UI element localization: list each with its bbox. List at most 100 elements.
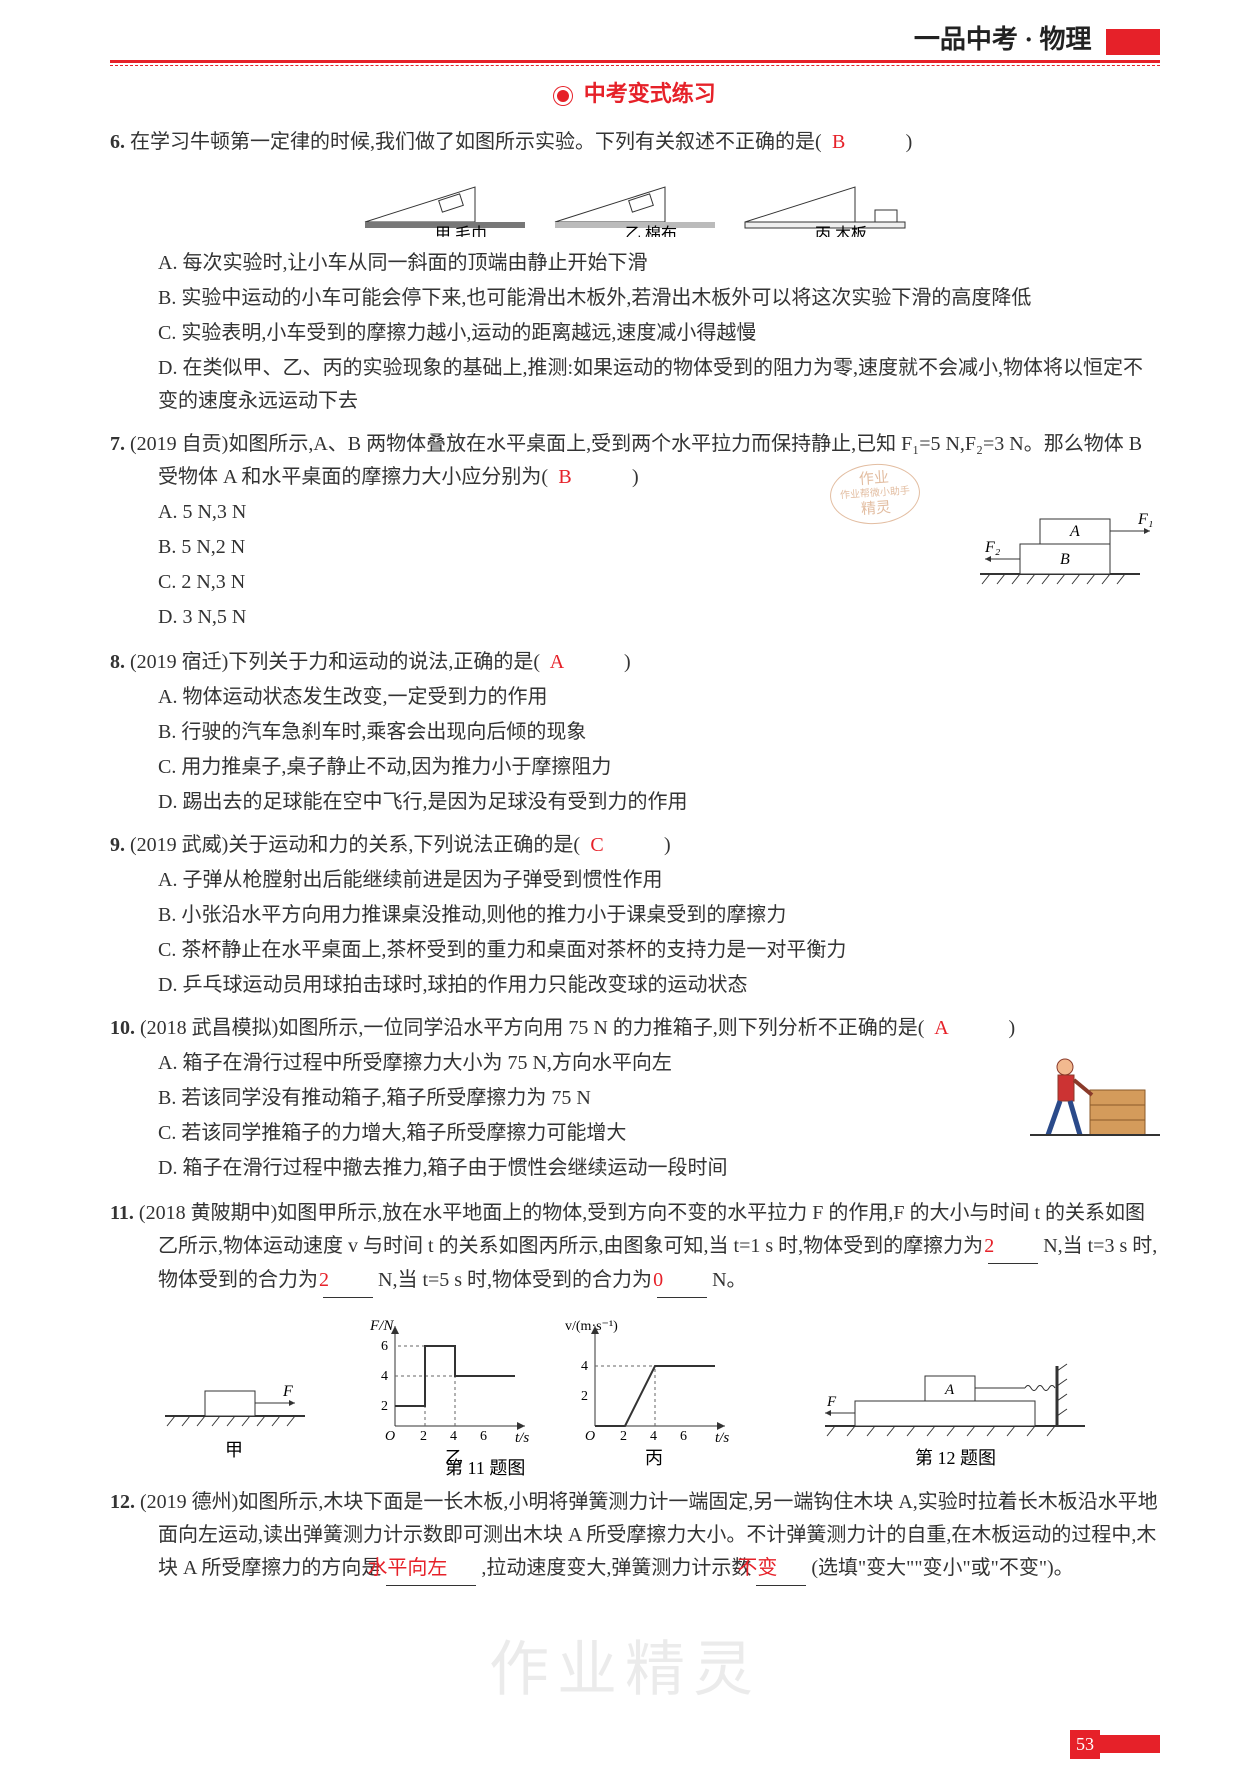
title-red-block: [1106, 29, 1160, 55]
q8-text: (2019 宿迁)下列关于力和运动的说法,正确的是(: [130, 651, 540, 673]
q6-tail: ): [906, 131, 913, 153]
svg-text:6: 6: [480, 1429, 487, 1444]
q10-answer: A: [951, 1012, 981, 1045]
svg-text:O: O: [385, 1429, 395, 1444]
q7-a-label: A: [1069, 523, 1080, 540]
q6-label-yi: 乙 棉布: [625, 225, 677, 237]
q6-ramp-svg: 甲 毛巾 乙 棉布 丙 木板: [355, 167, 915, 237]
q9-text: (2019 武威)关于运动和力的关系,下列说法正确的是(: [130, 834, 580, 856]
q7-f2: F₂: [984, 539, 1001, 556]
q12-figure: A F 第 12 题图: [825, 1364, 1085, 1468]
question-9: 9. (2019 武威)关于运动和力的关系,下列说法正确的是( C ) A. 子…: [110, 829, 1160, 1002]
svg-text:4: 4: [450, 1429, 457, 1444]
q7-num: 7.: [110, 433, 125, 455]
q12-f: F: [826, 1394, 837, 1410]
q9-opt-d: D. 乒乓球运动员用球拍击球时,球拍的作用力只能改变球的运动状态: [158, 969, 1160, 1002]
section-dot-icon: [554, 87, 572, 105]
q6-opt-b: B. 实验中运动的小车可能会停下来,也可能滑出木板外,若滑出木板外可以将这次实验…: [158, 282, 1160, 315]
q8-opt-c: C. 用力推桌子,桌子静止不动,因为推力小于摩擦阻力: [158, 751, 1160, 784]
q11-chart-yi: F/N t/s 246 246 O 乙: [369, 1318, 529, 1468]
q10-opt-b: B. 若该同学没有推动箱子,箱子所受摩擦力为 75 N: [158, 1082, 1160, 1115]
svg-text:6: 6: [680, 1429, 687, 1444]
q10-text: (2018 武昌模拟)如图所示,一位同学沿水平方向用 75 N 的力推箱子,则下…: [140, 1017, 924, 1039]
question-8: 8. (2019 宿迁)下列关于力和运动的说法,正确的是( A ) A. 物体运…: [110, 646, 1160, 819]
svg-text:4: 4: [650, 1429, 657, 1444]
section-title-text: 中考变式练习: [584, 81, 716, 106]
q7-figure: 作业 作业帮微小助手 精灵 A B F₁ F₂: [960, 494, 1160, 605]
yi-ylabel: F/N: [369, 1318, 394, 1334]
q11-blank3: 0: [657, 1264, 707, 1298]
q12-blank2: 不变: [756, 1552, 806, 1586]
q11-group-caption: 第 11 题图: [445, 1458, 525, 1476]
q11-c: N,当 t=5 s 时,物体受到的合力为: [378, 1269, 652, 1291]
q6-answer: B: [849, 126, 879, 159]
q11-cap-jia: 甲: [225, 1440, 243, 1460]
q6-label-jiamao: 甲 毛巾: [435, 225, 487, 237]
q6-opt-c: C. 实验表明,小车受到的摩擦力越小,运动的距离越远,速度减小得越慢: [158, 317, 1160, 350]
q9-opt-b: B. 小张沿水平方向用力推课桌没推动,则他的推力小于课桌受到的摩擦力: [158, 899, 1160, 932]
bing-xlabel: t/s: [715, 1430, 729, 1446]
q9-options: A. 子弹从枪膛射出后能继续前进是因为子弹受到惯性作用 B. 小张沿水平方向用力…: [110, 864, 1160, 1002]
watermark: 作业精灵: [489, 1621, 761, 1720]
q12-blank1: 水平向左: [386, 1552, 476, 1586]
q8-num: 8.: [110, 651, 125, 673]
q10-opt-d: D. 箱子在滑行过程中撤去推力,箱子由于惯性会继续运动一段时间: [158, 1152, 1160, 1185]
page-number-text: 53: [1070, 1730, 1100, 1760]
svg-text:2: 2: [620, 1429, 627, 1444]
q12-a: A: [944, 1382, 955, 1398]
q7-tail: ): [632, 466, 639, 488]
q11-stem: 11. (2018 黄陂期中)如图甲所示,放在水平地面上的物体,受到方向不变的水…: [110, 1197, 1160, 1298]
svg-text:2: 2: [381, 1399, 388, 1414]
q8-answer: A: [567, 646, 597, 679]
q11-blank2: 2: [323, 1264, 373, 1298]
q12-b: ,拉动速度变大,弹簧测力计示数: [481, 1557, 751, 1579]
q11-chart-bing: v/(m·s⁻¹) t/s 2 4 2 4 6 O 丙: [565, 1319, 729, 1468]
q10-tail: ): [1008, 1017, 1015, 1039]
q6-label-bing: 丙 木板: [815, 225, 867, 237]
q6-text: 在学习牛顿第一定律的时候,我们做了如图所示实验。下列有关叙述不正确的是(: [130, 131, 822, 153]
q10-opt-c: C. 若该同学推箱子的力增大,箱子所受摩擦力可能增大: [158, 1117, 1160, 1150]
header-rule: 一品中考 · 物理: [110, 60, 1160, 66]
q12-caption: 第 12 题图: [915, 1448, 996, 1468]
q12-stem: 12. (2019 德州)如图所示,木块下面是一长木板,小明将弹簧测力计一端固定…: [110, 1486, 1160, 1586]
q6-stem: 6. 在学习牛顿第一定律的时候,我们做了如图所示实验。下列有关叙述不正确的是( …: [110, 126, 1160, 159]
svg-text:F: F: [282, 1383, 293, 1400]
page-number-bar: [1100, 1735, 1160, 1753]
q8-stem: 8. (2019 宿迁)下列关于力和运动的说法,正确的是( A ): [110, 646, 1160, 679]
q9-tail: ): [664, 834, 671, 856]
question-10: 10. (2018 武昌模拟)如图所示,一位同学沿水平方向用 75 N 的力推箱…: [110, 1012, 1160, 1187]
bing-ylabel: v/(m·s⁻¹): [565, 1319, 618, 1334]
q10-options: A. 箱子在滑行过程中所受摩擦力大小为 75 N,方向水平向左 B. 若该同学没…: [110, 1047, 1160, 1185]
q7-stem: 7. (2019 自贡)如图所示,A、B 两物体叠放在水平桌面上,受到两个水平拉…: [110, 428, 1160, 494]
question-11: 11. (2018 黄陂期中)如图甲所示,放在水平地面上的物体,受到方向不变的水…: [110, 1197, 1160, 1476]
q11-blank1: 2: [988, 1230, 1038, 1264]
q10-opt-a: A. 箱子在滑行过程中所受摩擦力大小为 75 N,方向水平向左: [158, 1047, 1160, 1080]
svg-text:O: O: [585, 1429, 595, 1444]
q6-options: A. 每次实验时,让小车从同一斜面的顶端由静止开始下滑 B. 实验中运动的小车可…: [110, 247, 1160, 418]
q6-opt-d: D. 在类似甲、乙、丙的实验现象的基础上,推测:如果运动的物体受到的阻力为零,速…: [158, 352, 1160, 418]
q9-opt-a: A. 子弹从枪膛射出后能继续前进是因为子弹受到惯性作用: [158, 864, 1160, 897]
svg-text:2: 2: [581, 1389, 588, 1404]
book-title: 一品中考 · 物理: [914, 19, 1160, 62]
q7-opt-d: D. 3 N,5 N: [158, 601, 1160, 634]
q11-num: 11.: [110, 1202, 134, 1224]
q11-figures: F 甲 F/N t/s 246 246 O 乙: [110, 1306, 1160, 1476]
page-number: 53: [1070, 1727, 1160, 1760]
question-6: 6. 在学习牛顿第一定律的时候,我们做了如图所示实验。下列有关叙述不正确的是( …: [110, 126, 1160, 418]
q7-f1: F₁: [1137, 511, 1153, 528]
q8-opt-a: A. 物体运动状态发生改变,一定受到力的作用: [158, 681, 1160, 714]
q7-b-label: B: [1060, 551, 1070, 568]
svg-text:4: 4: [581, 1359, 588, 1374]
section-title: 中考变式练习: [110, 76, 1160, 112]
q9-opt-c: C. 茶杯静止在水平桌面上,茶杯受到的重力和桌面对茶杯的支持力是一对平衡力: [158, 934, 1160, 967]
q11-d: N。: [712, 1269, 746, 1291]
q6-figure: 甲 毛巾 乙 棉布 丙 木板: [110, 167, 1160, 237]
q8-tail: ): [624, 651, 631, 673]
q11-cap-bing: 丙: [645, 1448, 663, 1468]
svg-text:6: 6: [381, 1339, 388, 1354]
q7-answer: B: [575, 461, 605, 494]
q9-answer: C: [607, 829, 637, 862]
q8-opt-b: B. 行驶的汽车急刹车时,乘客会出现向后倾的现象: [158, 716, 1160, 749]
yi-xlabel: t/s: [515, 1430, 529, 1446]
question-12: 12. (2019 德州)如图所示,木块下面是一长木板,小明将弹簧测力计一端固定…: [110, 1486, 1160, 1586]
